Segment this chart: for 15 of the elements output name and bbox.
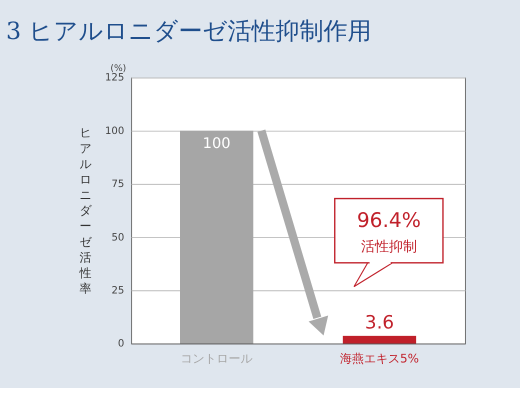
y-tick-label: 50 [111,232,124,244]
text: (%) [110,63,126,74]
y-tick-label: 125 [105,72,124,84]
data-label: 100 [202,135,231,152]
text: ヒアルロニダーゼ活性率 [80,126,92,296]
y-tick-label: 100 [105,126,124,137]
annotation: 96.4% [356,208,421,232]
x-tick-label: 海燕エキス5% [340,351,419,366]
y-tick-label: 25 [111,286,124,297]
chart-title: 3 ヒアルロニダーゼ活性抑制作用 [6,17,372,46]
y-tick-label: 75 [111,179,124,190]
x-tick-label: コントロール [180,351,253,366]
y-tick-label: 0 [118,338,124,350]
annotation: 活性抑制 [360,238,417,255]
data-label: 3.6 [364,312,394,334]
